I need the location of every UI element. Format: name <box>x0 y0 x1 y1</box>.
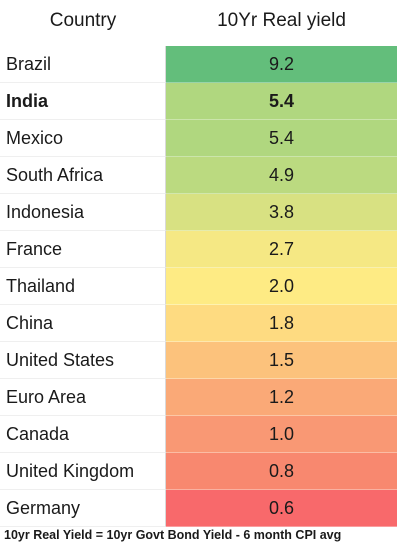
yield-value-cell: 1.0 <box>166 416 397 453</box>
country-cell: Brazil <box>0 46 166 83</box>
table-row: Germany 0.6 <box>0 490 400 527</box>
yield-value-cell: 2.7 <box>166 231 397 268</box>
yield-value-cell: 1.8 <box>166 305 397 342</box>
country-cell: France <box>0 231 166 268</box>
country-cell: China <box>0 305 166 342</box>
table-row: Mexico 5.4 <box>0 120 400 157</box>
column-header-yield: 10Yr Real yield <box>217 10 346 31</box>
table-row: China 1.8 <box>0 305 400 342</box>
table-header: Country 10Yr Real yield <box>0 0 400 42</box>
yield-value-cell: 5.4 <box>166 83 397 120</box>
yield-value-cell: 9.2 <box>166 46 397 83</box>
table-row: United Kingdom 0.8 <box>0 453 400 490</box>
yield-value-cell: 5.4 <box>166 120 397 157</box>
country-cell: Mexico <box>0 120 166 157</box>
table-row: South Africa 4.9 <box>0 157 400 194</box>
country-cell: United States <box>0 342 166 379</box>
table-row: Indonesia 3.8 <box>0 194 400 231</box>
table-row: Thailand 2.0 <box>0 268 400 305</box>
country-cell: Indonesia <box>0 194 166 231</box>
yield-value-cell: 4.9 <box>166 157 397 194</box>
table-row: France 2.7 <box>0 231 400 268</box>
country-cell: United Kingdom <box>0 453 166 490</box>
yield-value-cell: 1.2 <box>166 379 397 416</box>
country-cell: South Africa <box>0 157 166 194</box>
yield-value-cell: 2.0 <box>166 268 397 305</box>
table-row: Brazil 9.2 <box>0 46 400 83</box>
country-cell: India <box>0 83 166 120</box>
country-cell: Germany <box>0 490 166 527</box>
yield-value-cell: 0.8 <box>166 453 397 490</box>
country-cell: Thailand <box>0 268 166 305</box>
country-cell: Euro Area <box>0 379 166 416</box>
country-cell: Canada <box>0 416 166 453</box>
yield-value-cell: 3.8 <box>166 194 397 231</box>
table-row: India 5.4 <box>0 83 397 120</box>
footnote: 10yr Real Yield = 10yr Govt Bond Yield -… <box>4 528 342 542</box>
yield-value-cell: 0.6 <box>166 490 397 527</box>
column-header-country: Country <box>49 10 117 31</box>
table-row: Canada 1.0 <box>0 416 400 453</box>
table-row: United States 1.5 <box>0 342 400 379</box>
yield-value-cell: 1.5 <box>166 342 397 379</box>
table-row: Euro Area 1.2 <box>0 379 400 416</box>
